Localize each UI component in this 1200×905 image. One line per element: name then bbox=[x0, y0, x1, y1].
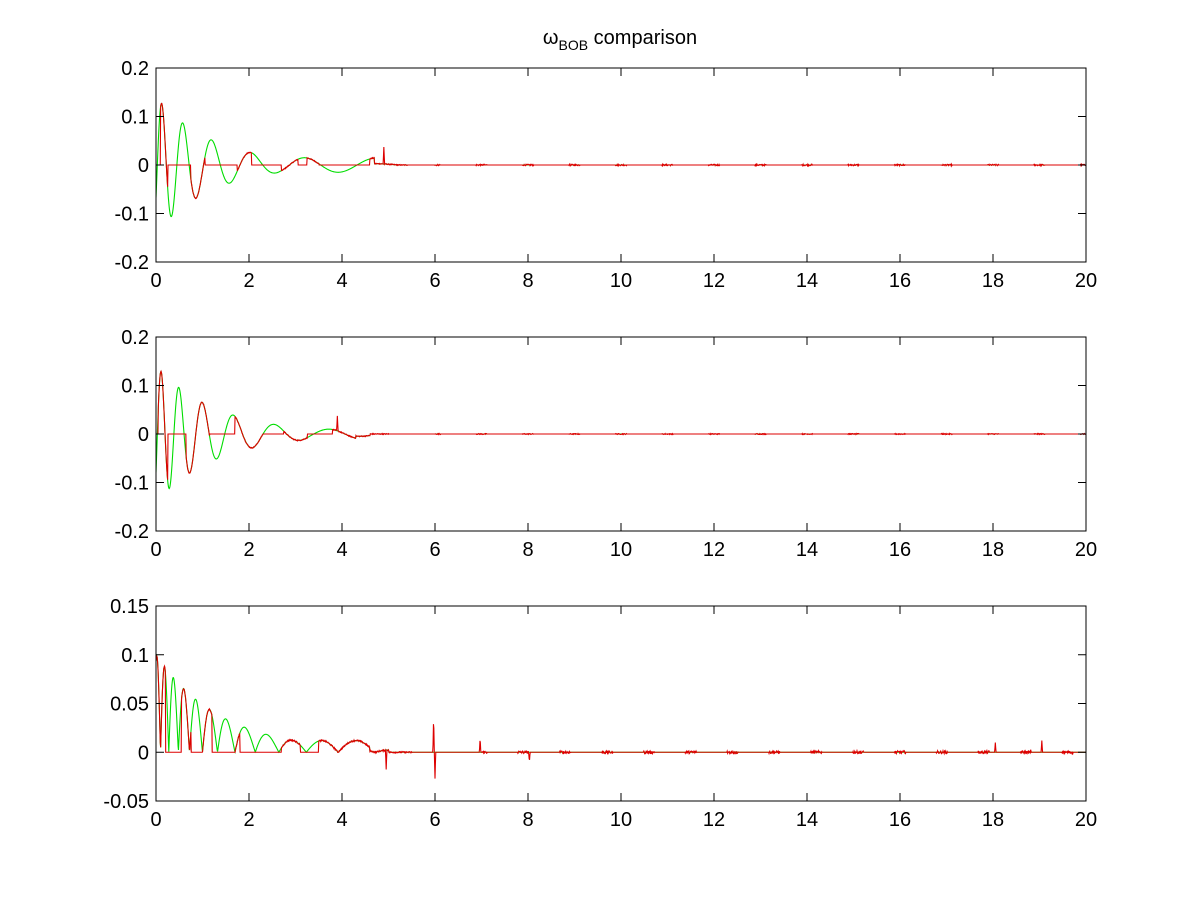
x-tick-label: 8 bbox=[522, 809, 533, 831]
x-tick-label: 14 bbox=[796, 270, 818, 292]
y-tick-label: 0.1 bbox=[121, 107, 149, 129]
x-tick-label: 20 bbox=[1075, 270, 1097, 292]
x-tick-label: 8 bbox=[522, 539, 533, 561]
x-tick-label: 16 bbox=[889, 270, 911, 292]
x-tick-label: 18 bbox=[982, 539, 1004, 561]
x-tick-label: 14 bbox=[796, 539, 818, 561]
subplot-data bbox=[156, 653, 1086, 779]
y-tick-label: 0.2 bbox=[121, 327, 149, 349]
x-tick-label: 0 bbox=[150, 270, 161, 292]
x-tick-label: 2 bbox=[243, 270, 254, 292]
series-line-2 bbox=[156, 369, 1086, 480]
y-tick-label: 0 bbox=[138, 424, 149, 446]
x-tick-label: 6 bbox=[429, 539, 440, 561]
y-tick-label: 0.05 bbox=[110, 694, 149, 716]
series-line-2 bbox=[156, 654, 1086, 779]
x-tick-label: 20 bbox=[1075, 539, 1097, 561]
y-tick-label: 0.15 bbox=[110, 596, 149, 618]
y-tick-label: 0 bbox=[138, 742, 149, 764]
x-tick-label: 16 bbox=[889, 539, 911, 561]
x-tick-label: 12 bbox=[703, 539, 725, 561]
x-tick-label: 20 bbox=[1075, 809, 1097, 831]
x-tick-label: 12 bbox=[703, 270, 725, 292]
x-tick-label: 4 bbox=[336, 539, 347, 561]
figure-title-rest: comparison bbox=[588, 27, 697, 49]
x-tick-label: 4 bbox=[336, 270, 347, 292]
y-tick-label: 0.2 bbox=[121, 58, 149, 80]
x-tick-label: 10 bbox=[610, 809, 632, 831]
y-tick-label: -0.05 bbox=[103, 791, 149, 813]
x-tick-label: 16 bbox=[889, 809, 911, 831]
x-tick-label: 2 bbox=[243, 809, 254, 831]
x-tick-label: 6 bbox=[429, 270, 440, 292]
figure-title-subscript: BOB bbox=[559, 37, 589, 53]
x-tick-label: 8 bbox=[522, 270, 533, 292]
y-tick-label: 0.1 bbox=[121, 376, 149, 398]
figure-title-omega: ω bbox=[543, 27, 559, 49]
x-tick-label: 18 bbox=[982, 270, 1004, 292]
y-tick-label: -0.1 bbox=[115, 473, 149, 495]
x-tick-label: 2 bbox=[243, 539, 254, 561]
subplot-data bbox=[156, 369, 1086, 490]
series-line-2 bbox=[156, 102, 1086, 200]
subplot-2: 0 2 4 6 8 10 12 14 16 18 20 -0.2 -0.1 0 0.1 0.2 bbox=[115, 327, 1098, 561]
x-tick-label: 6 bbox=[429, 809, 440, 831]
figure-title: ωBOB comparison bbox=[543, 27, 697, 53]
y-tick-label: 0 bbox=[138, 155, 149, 177]
x-tick-label: 12 bbox=[703, 809, 725, 831]
x-tick-label: 0 bbox=[150, 539, 161, 561]
y-tick-label: 0.1 bbox=[121, 645, 149, 667]
x-tick-label: 14 bbox=[796, 809, 818, 831]
subplot-1: 0 2 4 6 8 10 12 14 16 18 20 -0.2 -0.1 0 0.1 0.2 bbox=[115, 58, 1098, 292]
y-tick-label: -0.2 bbox=[115, 521, 149, 543]
subplot-data bbox=[156, 102, 1086, 218]
x-tick-label: 10 bbox=[610, 539, 632, 561]
y-tick-label: -0.2 bbox=[115, 252, 149, 274]
x-tick-label: 10 bbox=[610, 270, 632, 292]
x-tick-label: 0 bbox=[150, 809, 161, 831]
x-tick-label: 18 bbox=[982, 809, 1004, 831]
y-tick-label: -0.1 bbox=[115, 204, 149, 226]
x-tick-label: 4 bbox=[336, 809, 347, 831]
